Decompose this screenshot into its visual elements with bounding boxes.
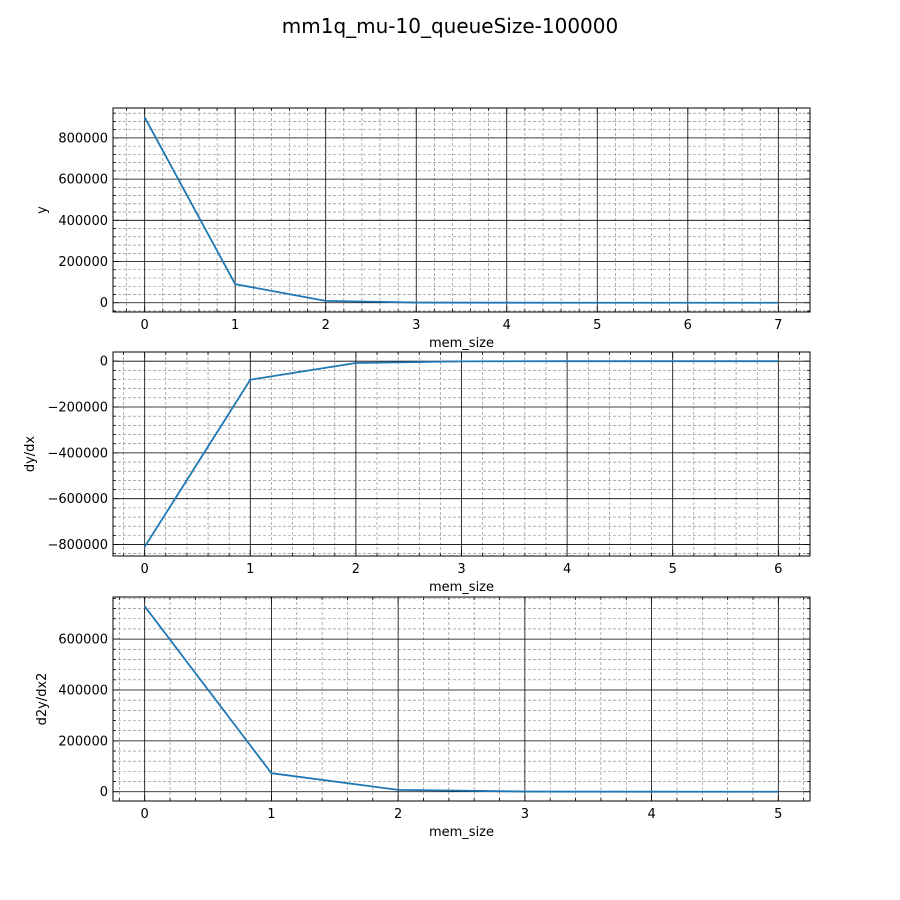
y-tick-label: 400000 [58, 683, 108, 698]
y-tick-label: 800000 [58, 131, 108, 146]
y-axis-label: d2y/dx2 [35, 673, 50, 726]
y-tick-label: −800000 [47, 538, 108, 553]
y-tick-label: 0 [100, 355, 108, 370]
x-tick-label: 4 [647, 807, 655, 822]
x-tick-label: 6 [684, 318, 692, 333]
y-tick-label: −600000 [47, 492, 108, 507]
x-axis-label: mem_size [429, 825, 494, 840]
axes-frame [112, 107, 811, 313]
x-tick-label: 6 [774, 562, 782, 577]
axes-frame [112, 596, 811, 802]
x-tick-label: 5 [593, 318, 601, 333]
y-tick-label: 0 [100, 296, 108, 311]
x-tick-label: 7 [774, 318, 782, 333]
x-tick-label: 1 [231, 318, 239, 333]
x-tick-label: 1 [267, 807, 275, 822]
x-tick-label: 3 [457, 562, 465, 577]
x-tick-label: 0 [141, 562, 149, 577]
subplot-1: 0 1 2 3 4 5 6 7 0 200000 400000 600000 800000 mem_siz… [35, 107, 811, 351]
x-axis-label: mem_size [429, 580, 494, 595]
y-axis-label: dy/dx [23, 436, 38, 473]
y-tick-label: 200000 [58, 734, 108, 749]
x-tick-label: 0 [141, 807, 149, 822]
y-axis-label: y [35, 206, 50, 214]
y-tick-label: 200000 [58, 255, 108, 270]
x-tick-label: 1 [246, 562, 254, 577]
x-tick-label: 3 [521, 807, 529, 822]
x-tick-label: 0 [141, 318, 149, 333]
axes-frame [112, 351, 811, 557]
y-tick-label: 600000 [58, 633, 108, 648]
x-tick-label: 4 [563, 562, 571, 577]
x-axis-label: mem_size [429, 336, 494, 351]
x-tick-label: 2 [394, 807, 402, 822]
y-tick-label: 600000 [58, 173, 108, 188]
y-tick-label: 400000 [58, 214, 108, 229]
y-tick-label: −400000 [47, 446, 108, 461]
x-tick-label: 5 [774, 807, 782, 822]
x-tick-label: 2 [322, 318, 330, 333]
series-line [143, 605, 779, 793]
x-tick-label: 3 [412, 318, 420, 333]
y-tick-label: 0 [100, 785, 108, 800]
chart-title: mm1q_mu-10_queueSize-100000 [281, 14, 619, 38]
x-tick-label: 4 [503, 318, 511, 333]
subplot-2: 0 1 2 3 4 5 6 −800000 −600000 −400000 −200000 0 mem_… [23, 351, 811, 595]
series-line [143, 116, 779, 304]
series-line [143, 360, 779, 548]
y-tick-label: −200000 [47, 401, 108, 416]
x-tick-label: 5 [669, 562, 677, 577]
x-tick-label: 2 [352, 562, 360, 577]
subplot-3: 0 1 2 3 4 5 0 200000 400000 600000 mem_size d2y/dx2 [35, 596, 811, 840]
